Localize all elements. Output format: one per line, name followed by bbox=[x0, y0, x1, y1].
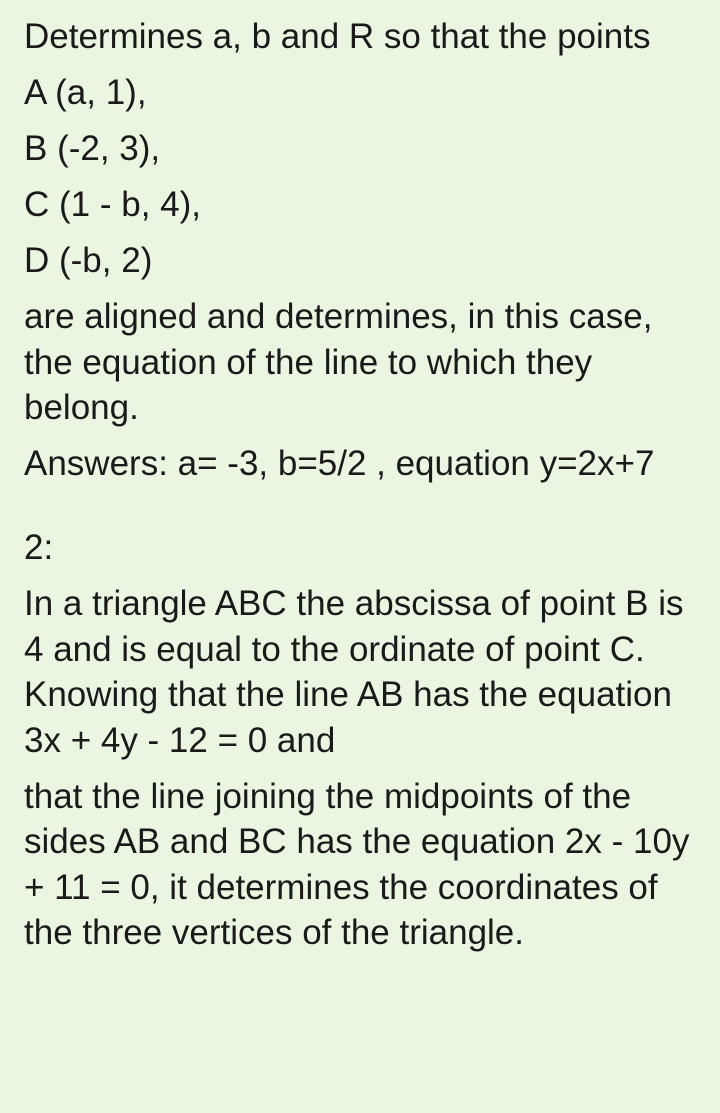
p1-line-5: D (-b, 2) bbox=[24, 238, 696, 284]
p1-line-6: are aligned and determines, in this case… bbox=[24, 294, 696, 431]
p2-label: 2: bbox=[24, 525, 696, 571]
p2-line-2: that the line joining the midpoints of t… bbox=[24, 774, 696, 956]
p1-line-3: B (-2, 3), bbox=[24, 126, 696, 172]
p1-answers: Answers: a= -3, b=5/2 , equation y=2x+7 bbox=[24, 441, 696, 487]
p1-line-1: Determines a, b and R so that the points bbox=[24, 14, 696, 60]
p1-line-4: C (1 - b, 4), bbox=[24, 182, 696, 228]
p2-line-1: In a triangle ABC the abscissa of point … bbox=[24, 581, 696, 763]
page-container: Determines a, b and R so that the points… bbox=[0, 0, 720, 1113]
p1-line-2: A (a, 1), bbox=[24, 70, 696, 116]
section-spacer bbox=[24, 497, 696, 525]
